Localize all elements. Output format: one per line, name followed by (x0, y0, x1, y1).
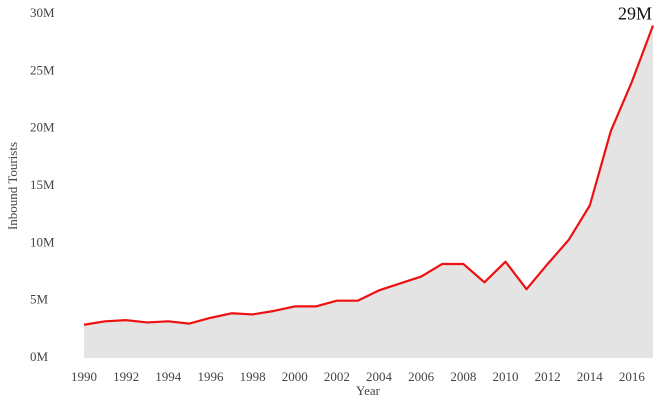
y-tick-label: 30M (30, 5, 55, 20)
y-tick-label: 25M (30, 62, 55, 77)
x-tick-label: 2000 (282, 369, 308, 384)
x-tick-label: 1992 (113, 369, 139, 384)
x-tick-label: 2014 (577, 369, 604, 384)
x-tick-label: 2006 (408, 369, 435, 384)
y-tick-label: 10M (30, 234, 55, 249)
x-tick-label: 2016 (619, 369, 646, 384)
line (83, 25, 654, 326)
x-tick-label: 1990 (71, 369, 97, 384)
x-tick-label: 1994 (155, 369, 182, 384)
annotation: 29M (618, 4, 652, 24)
x-tick-label: 2008 (450, 369, 476, 384)
x-tick-label: 1996 (197, 369, 224, 384)
x-tick-label: 2004 (366, 369, 393, 384)
area (84, 25, 653, 358)
x-tick-label: 1998 (240, 369, 266, 384)
x-tick-label: 2012 (535, 369, 561, 384)
x-tick-label: 2002 (324, 369, 350, 384)
y-tick-label: 20M (30, 120, 55, 135)
x-tick-label: 2010 (492, 369, 518, 384)
y-tick-label: 15M (30, 177, 55, 192)
y-axis-label: Inbound Tourists (5, 142, 20, 230)
x-axis-label: Year (356, 383, 381, 398)
y-tick-label: 5M (30, 292, 49, 307)
y-tick-label: 0M (30, 349, 49, 364)
